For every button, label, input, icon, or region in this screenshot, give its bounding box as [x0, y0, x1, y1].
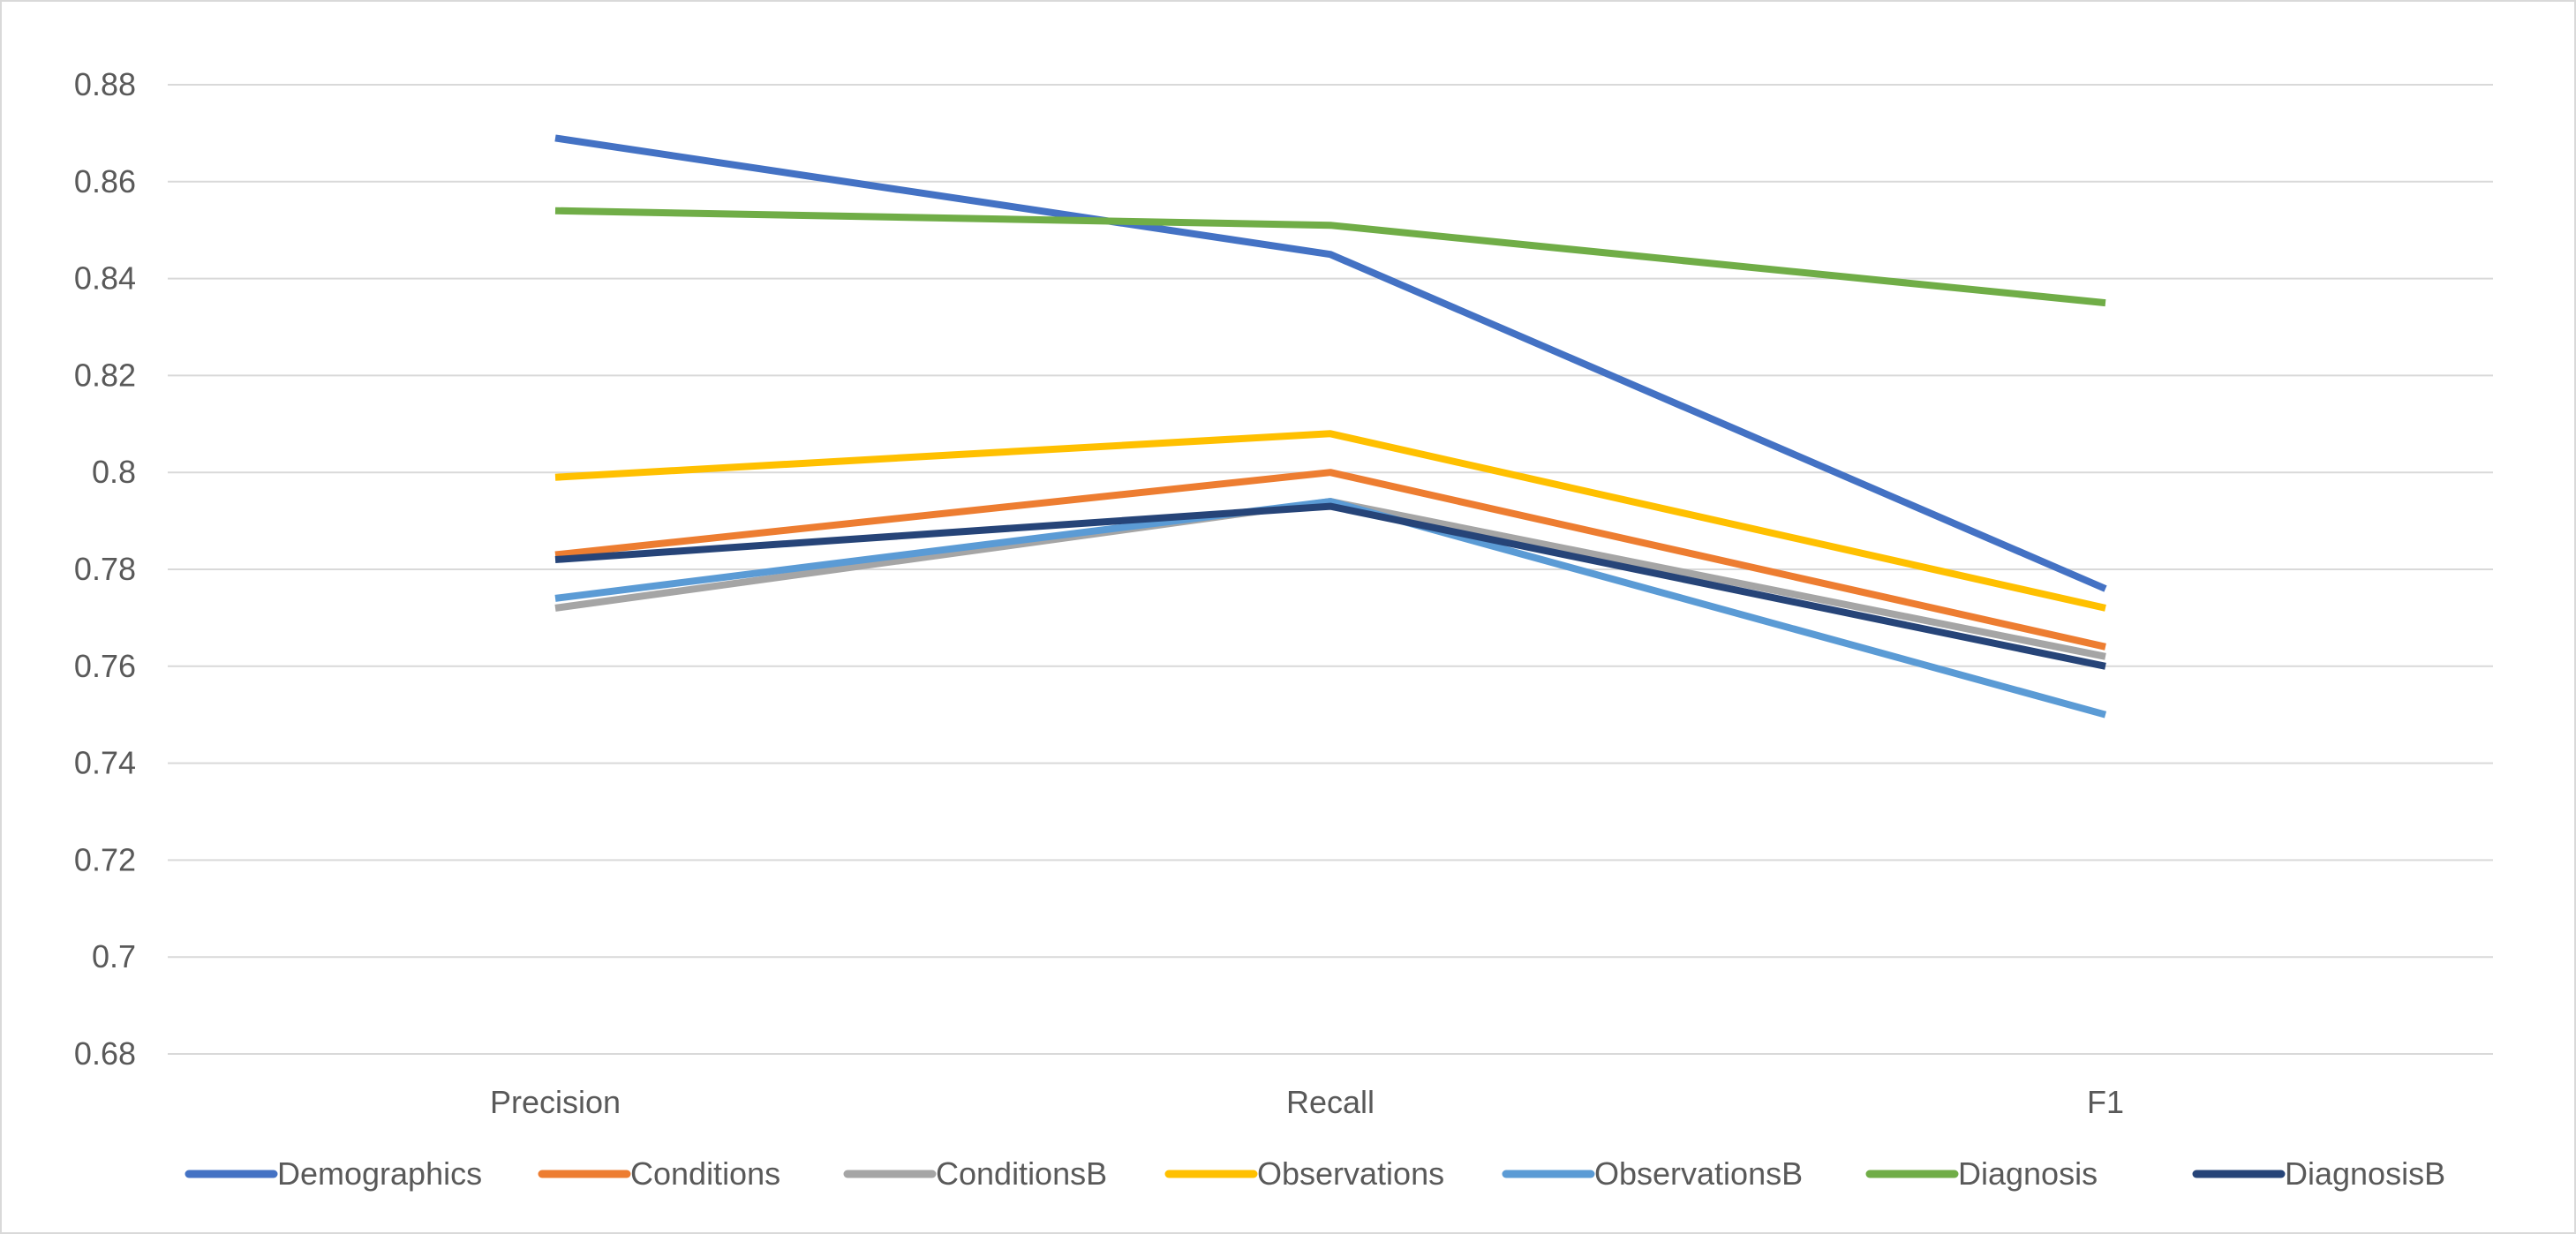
series-line-observationsb [554, 498, 2107, 719]
y-tick-label-2: 0.72 [74, 841, 136, 877]
series-line-diagnosisb [554, 502, 2106, 670]
y-tick-label-7: 0.82 [74, 357, 136, 393]
legend-label-diagnosisb: DiagnosisB [2285, 1155, 2445, 1192]
legend-label-observations: Observations [1257, 1155, 1444, 1192]
series-line-conditions [554, 469, 2106, 651]
series-line-observations [554, 430, 2106, 612]
x-tick-label-precision: Precision [490, 1084, 621, 1120]
y-tick-label-5: 0.78 [74, 551, 136, 587]
legend-label-observationsb: ObservationsB [1594, 1155, 1803, 1192]
legend-label-conditionsb: ConditionsB [936, 1155, 1107, 1192]
y-tick-label-1: 0.7 [92, 938, 136, 974]
y-tick-label-4: 0.76 [74, 648, 136, 684]
legend-label-conditions: Conditions [630, 1155, 780, 1192]
y-tick-label-8: 0.84 [74, 260, 136, 297]
series-lines [554, 134, 2107, 719]
x-tick-label-f1: F1 [2087, 1084, 2124, 1120]
x-tick-label-recall: Recall [1286, 1084, 1375, 1120]
series-line-demographics [554, 134, 2107, 592]
y-tick-label-0: 0.68 [74, 1035, 136, 1072]
y-tick-label-10: 0.88 [74, 66, 136, 102]
y-axis-ticks: 0.68 0.7 0.72 0.74 0.76 0.78 0.8 0.82 0.84 0.86 0.… [74, 66, 136, 1072]
legend-label-diagnosis: Diagnosis [1958, 1155, 2098, 1192]
series-line-conditionsb [554, 498, 2106, 660]
legend: Demographics Conditions ConditionsB Observa… [185, 1155, 2445, 1192]
legend-label-demographics: Demographics [277, 1155, 482, 1192]
y-tick-label-6: 0.8 [92, 454, 136, 490]
series-line-diagnosis [554, 207, 2106, 307]
gridlines [168, 84, 2493, 1055]
x-axis-ticks: Precision Recall F1 [490, 1084, 2124, 1120]
y-tick-label-3: 0.74 [74, 745, 136, 781]
y-tick-label-9: 0.86 [74, 163, 136, 199]
